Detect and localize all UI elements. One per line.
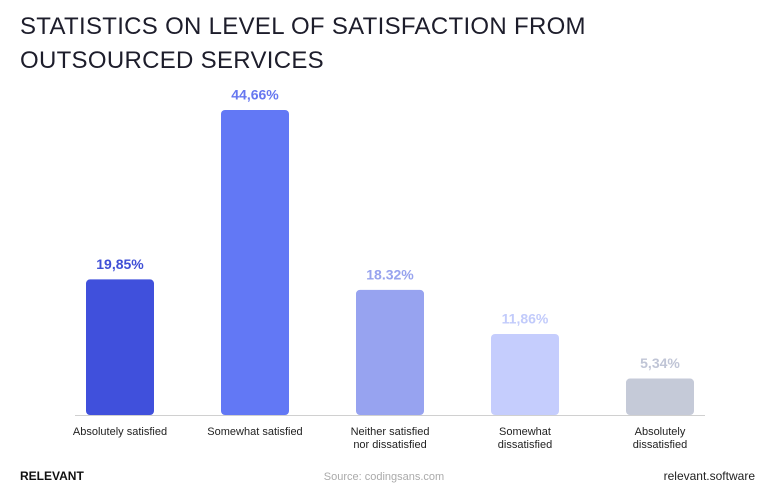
site: relevant.software: [664, 469, 756, 483]
bar: [221, 110, 289, 415]
value-label: 11,86%: [502, 311, 549, 327]
bar: [356, 289, 424, 415]
value-label: 44,66%: [231, 87, 279, 103]
chart-title: STATISTICS ON LEVEL OF SATISFACTION FROM…: [20, 13, 586, 74]
x-tick-label: Neither satisfied: [351, 426, 430, 438]
value-label: 18.32%: [366, 267, 414, 283]
x-tick-label: Somewhat satisfied: [207, 426, 302, 438]
x-tick-label: nor dissatisfied: [353, 439, 426, 451]
x-tick-label: Somewhat: [499, 426, 551, 438]
source: Source: codingsans.com: [324, 471, 444, 483]
bar: [626, 378, 694, 415]
bar: [86, 279, 154, 415]
x-tick-label: dissatisfied: [633, 439, 687, 451]
bar: [491, 334, 559, 415]
x-tick-label: dissatisfied: [498, 439, 552, 451]
value-label: 5,34%: [640, 355, 680, 371]
brand: RELEVANT: [20, 469, 84, 483]
x-tick-label: Absolutely satisfied: [73, 426, 167, 438]
value-label: 19,85%: [96, 256, 144, 272]
x-tick-label: Absolutely: [635, 426, 686, 438]
